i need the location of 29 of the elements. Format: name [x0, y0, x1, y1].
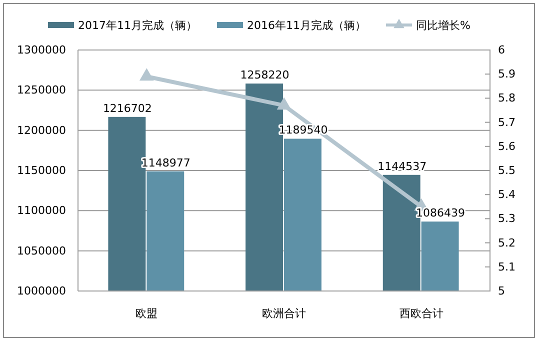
x-tick-label: 西欧合计	[399, 306, 444, 320]
y2-tick-label: 5.1	[498, 260, 516, 274]
y-tick-label: 1200000	[17, 124, 66, 137]
y2-tick-label: 5.3	[498, 212, 516, 226]
y2-tick-label: 5.6	[498, 140, 516, 153]
legend-label: 2016年11月完成（辆）	[247, 19, 366, 32]
y-tick-label: 1050000	[17, 244, 66, 258]
point	[276, 97, 292, 110]
legend-label: 同比增长%	[416, 19, 470, 32]
y2-tick-label: 5.5	[498, 164, 516, 178]
text: 1258220	[240, 68, 290, 82]
point	[139, 68, 154, 81]
y-tick-label: 1300000	[17, 44, 66, 57]
y2-tick-label: 5.9	[498, 68, 516, 81]
y2-tick-label: 5	[498, 284, 505, 298]
y-tick-label: 1100000	[17, 204, 66, 218]
y2-tick-label: 6	[498, 44, 505, 57]
y-tick-label: 1000000	[17, 284, 66, 298]
text: 1144537	[378, 160, 427, 173]
x-tick-label: 欧洲合计	[262, 306, 306, 320]
y-tick-label: 1250000	[17, 84, 66, 97]
y2-tick-label: 5.7	[498, 116, 516, 129]
text: 1216702	[102, 102, 152, 115]
y-tick-label: 1150000	[17, 164, 66, 178]
y2-tick-label: 5.4	[498, 188, 516, 202]
y2-tick-label: 5.2	[498, 236, 516, 250]
legend-label: 2017年11月完成（辆）	[78, 19, 197, 32]
y2-tick-label: 5.8	[498, 92, 516, 105]
x-tick-label: 欧盟	[136, 306, 158, 320]
